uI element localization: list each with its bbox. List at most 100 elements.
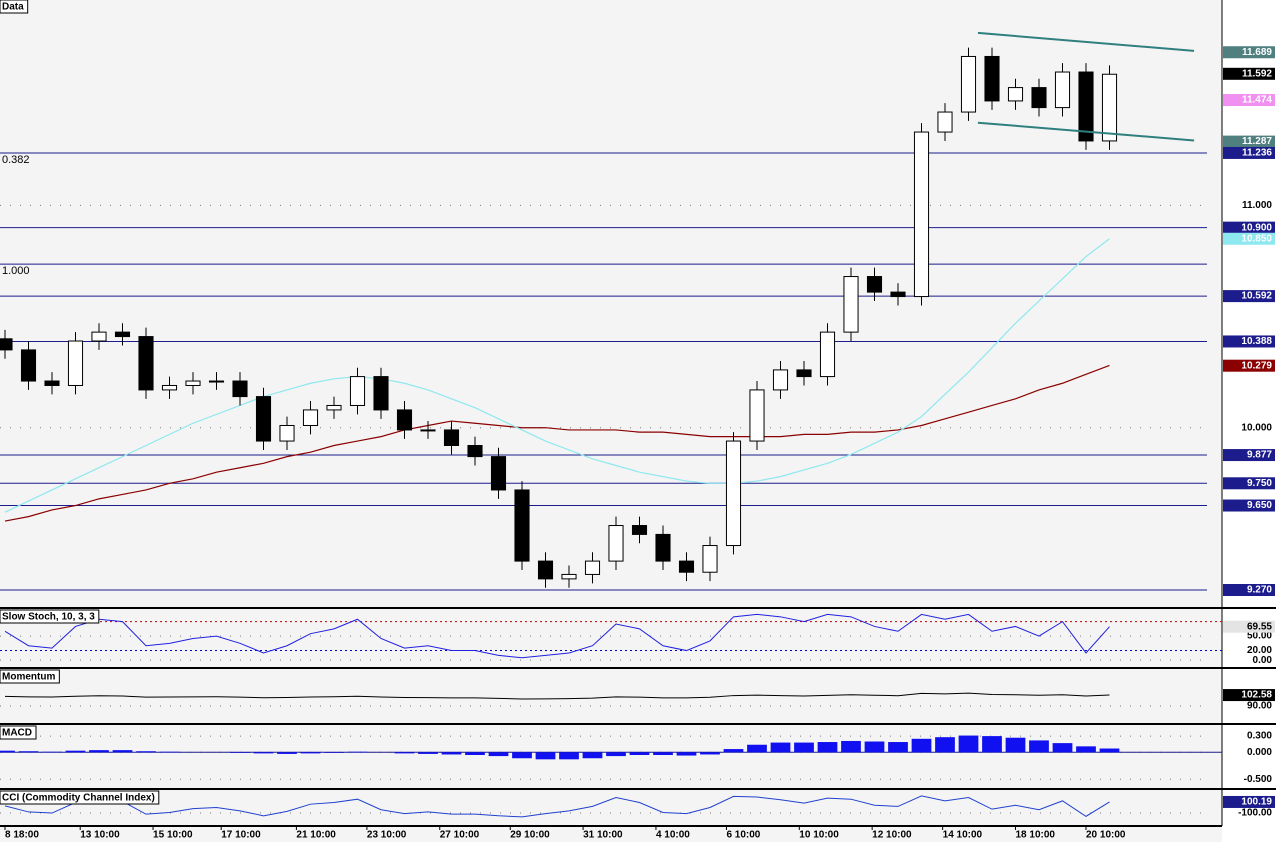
price-badge [1223,795,1275,808]
candle-body [561,573,577,580]
candle-body [208,380,225,383]
candle-body [1007,87,1024,102]
histogram-bar [817,742,838,753]
candle-body [349,376,366,406]
candle-body [420,429,436,432]
x-tick-label: 27 10:00 [440,830,480,841]
moving-average [4,238,1110,513]
histogram-bar [230,752,250,753]
candle-body [0,338,13,351]
price-badge-label: 11.474 [1242,95,1272,106]
histogram-bar [441,752,462,755]
panel-title-box [0,725,37,740]
panel-title: Momentum [2,672,55,683]
moving-average [4,364,1110,522]
histogram-bar [512,752,532,759]
candle-body [279,424,295,442]
candle-body [890,291,906,298]
price-badge [1223,477,1275,490]
y-tick-label: 0.000 [1247,747,1272,758]
y-tick-label: -0.500 [1244,774,1273,785]
candle-body [67,340,84,386]
candle-body [843,276,859,333]
histogram-bar [0,750,15,753]
price-badge-label: 10.592 [1241,291,1272,302]
candle-body [1031,87,1047,109]
candle-body [467,444,483,458]
y-tick-label: 0.300 [1247,731,1272,742]
candle-body [185,380,201,386]
candle-body [1078,71,1094,142]
price-badge-label: 9.750 [1247,478,1272,489]
histogram-bar [794,742,814,753]
x-tick-label: 14 10:00 [943,830,983,841]
x-tick-label: 10 10:00 [799,830,839,841]
indicator-line [4,692,1110,700]
price-badge-label: 11.236 [1242,148,1272,159]
histogram-bar [559,752,579,760]
candle-body [960,55,977,113]
candle-body [138,336,154,391]
histogram-bar [700,752,720,755]
histogram-bar [1029,740,1049,753]
price-badge [1223,359,1275,372]
histogram-bar [582,752,603,759]
x-tick-label: 6 10:00 [726,830,760,841]
y-tick-label: 10.000 [1241,422,1272,433]
channel-line [977,121,1195,142]
candle-body [725,440,742,547]
candle-body [161,384,178,391]
level-label: 0.382 [2,154,30,166]
price-badge [1223,689,1275,702]
candle-body [114,331,131,338]
histogram-bar [841,740,861,753]
candle-body [749,389,765,442]
candle-body [796,369,812,378]
candle-body [255,396,272,442]
candle-body [984,55,1000,102]
candle-body [866,276,883,293]
price-badge-label: 10.850 [1241,233,1272,244]
price-badge-label: 69.55 [1247,621,1272,632]
histogram-bar [1005,737,1026,753]
histogram-bar [864,741,885,753]
panel-title: Slow Stoch, 10, 3, 3 [2,612,95,623]
x-tick-label: 8 18:00 [5,830,39,841]
histogram-bar [159,751,180,753]
candle-body [514,489,530,562]
histogram-bar [136,751,156,753]
price-badge-label: 102.58 [1241,690,1272,701]
histogram-bar [418,752,438,754]
candle-body [326,404,342,411]
y-tick-label: 90.00 [1247,701,1272,712]
candle-body [443,429,460,446]
price-badge-label: 11.287 [1242,136,1272,147]
price-badge [1223,499,1275,512]
histogram-bar [676,752,697,756]
histogram-bar [89,750,109,753]
histogram-bar [723,749,744,753]
candle-body [702,545,718,573]
panel-title: Data [2,2,24,13]
price-badge [1223,290,1275,303]
x-tick-label: 4 10:00 [656,830,690,841]
histogram-bar [488,752,509,757]
level-label: 1.000 [2,265,30,277]
histogram-bar [535,752,556,760]
panel-title-box [0,669,60,684]
candle-body [302,409,319,426]
y-tick-label: 0.00 [1253,655,1273,666]
candle-body [937,111,953,133]
histogram-bar [1052,743,1073,753]
histogram-bar [606,752,626,757]
y-tick-label: 20.00 [1247,645,1272,656]
price-badge [1223,335,1275,348]
x-tick-label: 18 10:00 [1016,830,1056,841]
candle-body [631,525,648,535]
price-badge [1223,135,1275,148]
panel-title-box [0,609,100,624]
candle-body [20,349,37,382]
candle-body [608,525,624,562]
histogram-bar [65,750,86,753]
histogram-bar [1076,746,1096,753]
